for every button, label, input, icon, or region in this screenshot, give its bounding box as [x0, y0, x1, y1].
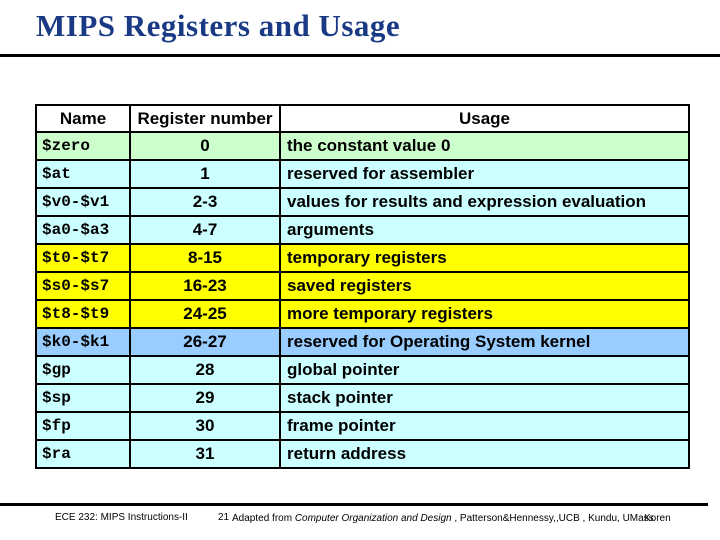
register-usage: frame pointer: [279, 411, 690, 441]
register-usage: the constant value 0: [279, 131, 690, 161]
table-row: $gp 28 global pointer: [35, 355, 690, 385]
table-row: $sp 29 stack pointer: [35, 383, 690, 413]
table-row: $ra 31 return address: [35, 439, 690, 469]
register-name: $fp: [35, 411, 131, 441]
register-number: 16-23: [129, 271, 281, 301]
register-number: 26-27: [129, 327, 281, 357]
table-row: $fp 30 frame pointer: [35, 411, 690, 441]
register-name: $v0-$v1: [35, 187, 131, 217]
page-title: MIPS Registers and Usage: [36, 8, 401, 43]
register-usage: saved registers: [279, 271, 690, 301]
register-name: $s0-$s7: [35, 271, 131, 301]
table-row: $zero 0 the constant value 0: [35, 131, 690, 161]
footer-author: Koren: [644, 513, 671, 524]
register-usage: stack pointer: [279, 383, 690, 413]
register-name: $ra: [35, 439, 131, 469]
footer-credit-prefix: Adapted from: [232, 513, 295, 524]
register-number: 0: [129, 131, 281, 161]
table-row: $t0-$t7 8-15 temporary registers: [35, 243, 690, 273]
column-header-usage: Usage: [279, 104, 690, 133]
register-usage: reserved for Operating System kernel: [279, 327, 690, 357]
title-divider: [0, 54, 720, 57]
register-usage: arguments: [279, 215, 690, 245]
table-row: $at 1 reserved for assembler: [35, 159, 690, 189]
column-header-register-number: Register number: [129, 104, 281, 133]
register-name: $sp: [35, 383, 131, 413]
table-row: $k0-$k1 26-27 reserved for Operating Sys…: [35, 327, 690, 357]
register-name: $zero: [35, 131, 131, 161]
register-number: 8-15: [129, 243, 281, 273]
footer-divider: [0, 503, 708, 506]
register-name: $t0-$t7: [35, 243, 131, 273]
register-number: 1: [129, 159, 281, 189]
register-usage: values for results and expression evalua…: [279, 187, 690, 217]
column-header-name: Name: [35, 104, 131, 133]
footer-page-number: 21: [218, 512, 230, 523]
table-row: $a0-$a3 4-7 arguments: [35, 215, 690, 245]
register-name: $k0-$k1: [35, 327, 131, 357]
register-usage: return address: [279, 439, 690, 469]
register-name: $t8-$t9: [35, 299, 131, 329]
table-row: $s0-$s7 16-23 saved registers: [35, 271, 690, 301]
register-name: $gp: [35, 355, 131, 385]
table-row: $t8-$t9 24-25 more temporary registers: [35, 299, 690, 329]
footer-credit-suffix: , Patterson&Hennessy,,UCB , Kundu, UMass: [451, 513, 654, 524]
footer-course-label: ECE 232: MIPS Instructions-II: [55, 512, 188, 523]
register-usage: temporary registers: [279, 243, 690, 273]
register-number: 4-7: [129, 215, 281, 245]
footer-credit: Adapted from Computer Organization and D…: [232, 513, 654, 524]
register-number: 30: [129, 411, 281, 441]
register-number: 28: [129, 355, 281, 385]
register-number: 24-25: [129, 299, 281, 329]
register-number: 31: [129, 439, 281, 469]
register-number: 29: [129, 383, 281, 413]
mips-registers-table: Name Register number Usage $zero 0 the c…: [35, 104, 690, 469]
register-usage: more temporary registers: [279, 299, 690, 329]
table-header-row: Name Register number Usage: [35, 104, 690, 133]
table-row: $v0-$v1 2-3 values for results and expre…: [35, 187, 690, 217]
register-usage: global pointer: [279, 355, 690, 385]
register-number: 2-3: [129, 187, 281, 217]
register-name: $a0-$a3: [35, 215, 131, 245]
register-usage: reserved for assembler: [279, 159, 690, 189]
footer-credit-book-title: Computer Organization and Design: [294, 513, 452, 524]
register-name: $at: [35, 159, 131, 189]
